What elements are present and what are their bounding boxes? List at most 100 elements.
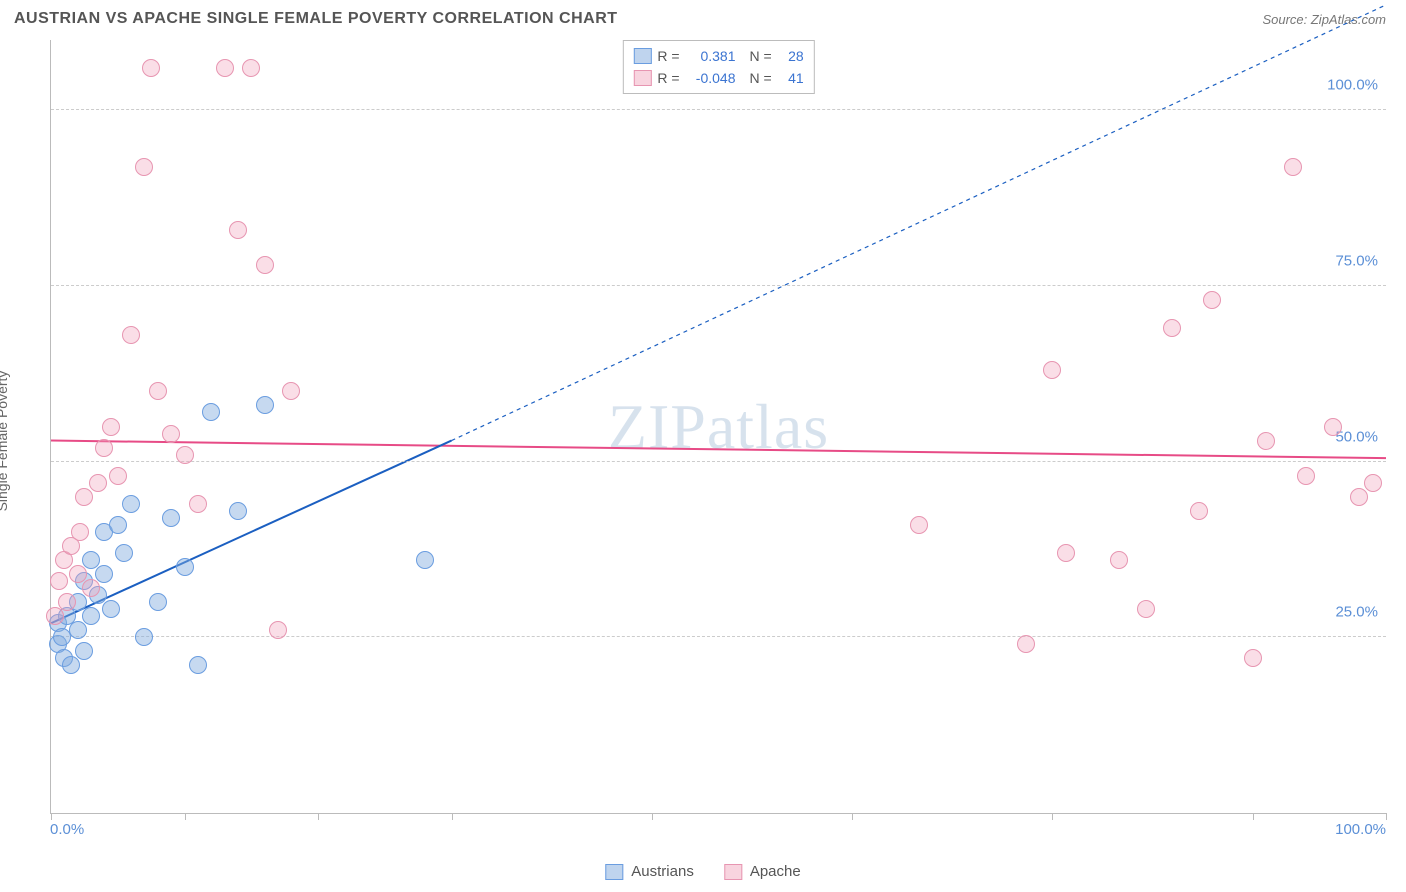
data-point xyxy=(46,607,64,625)
data-point xyxy=(189,495,207,513)
legend-swatch xyxy=(633,70,651,86)
gridline xyxy=(51,285,1386,286)
legend-swatch xyxy=(633,48,651,64)
stats-row: R = -0.048 N = 41 xyxy=(633,67,803,89)
data-point xyxy=(115,544,133,562)
data-point xyxy=(256,396,274,414)
data-point xyxy=(1163,319,1181,337)
data-point xyxy=(269,621,287,639)
chart-source: Source: ZipAtlas.com xyxy=(1262,12,1386,27)
data-point xyxy=(1043,361,1061,379)
legend-label: Apache xyxy=(750,863,801,880)
data-point xyxy=(75,488,93,506)
data-point xyxy=(176,446,194,464)
data-point xyxy=(135,158,153,176)
x-axis-min-label: 0.0% xyxy=(50,821,84,838)
data-point xyxy=(95,565,113,583)
data-point xyxy=(135,628,153,646)
legend-swatch xyxy=(724,864,742,880)
r-value: 0.381 xyxy=(686,45,736,67)
data-point xyxy=(1057,544,1075,562)
gridline xyxy=(51,461,1386,462)
x-tick xyxy=(1253,813,1254,820)
n-value: 41 xyxy=(778,67,804,89)
data-point xyxy=(162,425,180,443)
y-grid-label: 75.0% xyxy=(1335,236,1378,269)
chart-title: AUSTRIAN VS APACHE SINGLE FEMALE POVERTY… xyxy=(14,10,618,28)
data-point xyxy=(1137,600,1155,618)
trend-lines xyxy=(51,40,1386,813)
legend-label: Austrians xyxy=(631,863,694,880)
data-point xyxy=(229,502,247,520)
x-tick xyxy=(1052,813,1053,820)
data-point xyxy=(1297,467,1315,485)
x-tick xyxy=(452,813,453,820)
data-point xyxy=(1257,432,1275,450)
x-tick xyxy=(185,813,186,820)
x-tick xyxy=(1386,813,1387,820)
n-label: N = xyxy=(750,67,772,89)
data-point xyxy=(142,59,160,77)
data-point xyxy=(149,382,167,400)
x-tick xyxy=(852,813,853,820)
r-label: R = xyxy=(657,45,679,67)
data-point xyxy=(256,256,274,274)
data-point xyxy=(1284,158,1302,176)
data-point xyxy=(176,558,194,576)
data-point xyxy=(162,509,180,527)
data-point xyxy=(242,59,260,77)
data-point xyxy=(910,516,928,534)
data-point xyxy=(282,382,300,400)
data-point xyxy=(1190,502,1208,520)
gridline xyxy=(51,109,1386,110)
data-point xyxy=(75,642,93,660)
data-point xyxy=(69,621,87,639)
data-point xyxy=(82,579,100,597)
data-point xyxy=(122,495,140,513)
statistics-box: R = 0.381 N = 28 R = -0.048 N = 41 xyxy=(622,40,814,94)
data-point xyxy=(149,593,167,611)
data-point xyxy=(102,600,120,618)
data-point xyxy=(122,326,140,344)
data-point xyxy=(1110,551,1128,569)
x-tick xyxy=(652,813,653,820)
data-point xyxy=(109,467,127,485)
data-point xyxy=(95,439,113,457)
data-point xyxy=(62,656,80,674)
data-point xyxy=(50,572,68,590)
data-point xyxy=(1017,635,1035,653)
y-grid-label: 50.0% xyxy=(1335,412,1378,445)
data-point xyxy=(216,59,234,77)
y-axis-label: Single Female Poverty xyxy=(0,371,10,512)
legend-item: Austrians xyxy=(605,863,694,880)
data-point xyxy=(1244,649,1262,667)
data-point xyxy=(202,403,220,421)
r-value: -0.048 xyxy=(686,67,736,89)
gridline xyxy=(51,636,1386,637)
chart-area: Single Female Poverty ZIPatlas R =0.381N… xyxy=(14,40,1386,842)
data-point xyxy=(82,551,100,569)
n-label: N = xyxy=(750,45,772,67)
watermark: ZIPatlas xyxy=(608,390,829,464)
data-point xyxy=(58,593,76,611)
x-tick xyxy=(318,813,319,820)
x-tick xyxy=(51,813,52,820)
data-point xyxy=(71,523,89,541)
stats-row: R = 0.381 N = 28 xyxy=(633,45,803,67)
data-point xyxy=(1350,488,1368,506)
data-point xyxy=(109,516,127,534)
data-point xyxy=(1364,474,1382,492)
legend-item: Apache xyxy=(724,863,801,880)
y-grid-label: 25.0% xyxy=(1335,588,1378,621)
data-point xyxy=(416,551,434,569)
data-point xyxy=(189,656,207,674)
data-point xyxy=(1324,418,1342,436)
legend-swatch xyxy=(605,864,623,880)
r-label: R = xyxy=(657,67,679,89)
data-point xyxy=(82,607,100,625)
n-value: 28 xyxy=(778,45,804,67)
x-axis-max-label: 100.0% xyxy=(1335,821,1386,838)
data-point xyxy=(1203,291,1221,309)
chart-header: AUSTRIAN VS APACHE SINGLE FEMALE POVERTY… xyxy=(0,0,1406,34)
bottom-legend: Austrians Apache xyxy=(605,863,800,880)
